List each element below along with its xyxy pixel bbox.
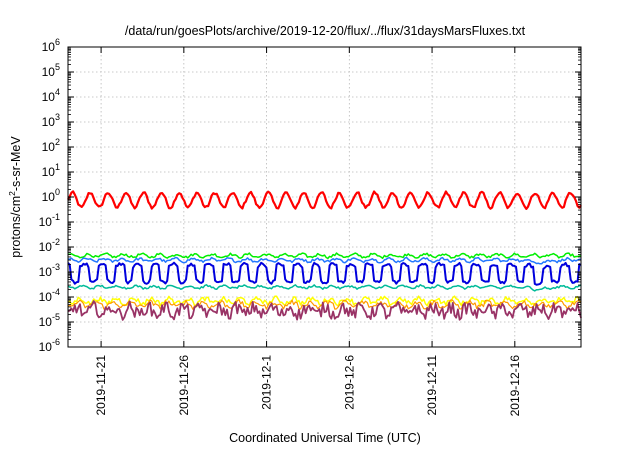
series-line bbox=[67, 261, 582, 286]
series-line bbox=[67, 284, 582, 292]
x-tick-label: 2019-12-16 bbox=[508, 355, 522, 417]
y-tick-label: 102 bbox=[42, 137, 60, 154]
y-tick-label: 104 bbox=[42, 87, 60, 104]
y-tick-label: 101 bbox=[42, 162, 60, 179]
series-line bbox=[67, 190, 582, 210]
y-tick-label: 105 bbox=[42, 62, 60, 79]
y-tick-label: 10-4 bbox=[39, 287, 60, 304]
y-tick-label: 10-2 bbox=[39, 237, 60, 254]
series-line bbox=[67, 300, 582, 321]
y-tick-label: 10-3 bbox=[39, 262, 60, 279]
x-tick-label: 2019-12-6 bbox=[342, 355, 356, 410]
y-tick-label: 10-5 bbox=[39, 312, 60, 329]
series-line bbox=[67, 299, 582, 310]
chart-title: /data/run/goesPlots/archive/2019-12-20/f… bbox=[125, 24, 526, 38]
axis-layer: 10-6 10-5 10-4 10-3 10-2 10-1 100 101 102 103 104 1… bbox=[39, 37, 581, 416]
x-tick-label: 2019-12-1 bbox=[260, 355, 274, 410]
x-tick-label: 2019-11-26 bbox=[177, 355, 191, 416]
y-tick-label: 10-6 bbox=[39, 337, 60, 354]
x-axis-label: Coordinated Universal Time (UTC) bbox=[229, 431, 421, 445]
x-tick-label: 2019-11-21 bbox=[94, 355, 108, 416]
y-axis-label: protons/cm2-s-sr-MeV bbox=[7, 136, 23, 258]
x-tick-label: 2019-12-11 bbox=[425, 355, 439, 416]
grid-layer bbox=[68, 47, 581, 347]
y-tick-label: 100 bbox=[42, 187, 60, 204]
series-line bbox=[68, 252, 582, 260]
y-tick-label: 103 bbox=[42, 112, 60, 129]
series-layer bbox=[67, 190, 582, 321]
series-line bbox=[67, 295, 582, 307]
y-tick-label: 10-1 bbox=[39, 212, 60, 229]
y-tick-label: 106 bbox=[42, 37, 60, 54]
series-line bbox=[67, 256, 582, 265]
